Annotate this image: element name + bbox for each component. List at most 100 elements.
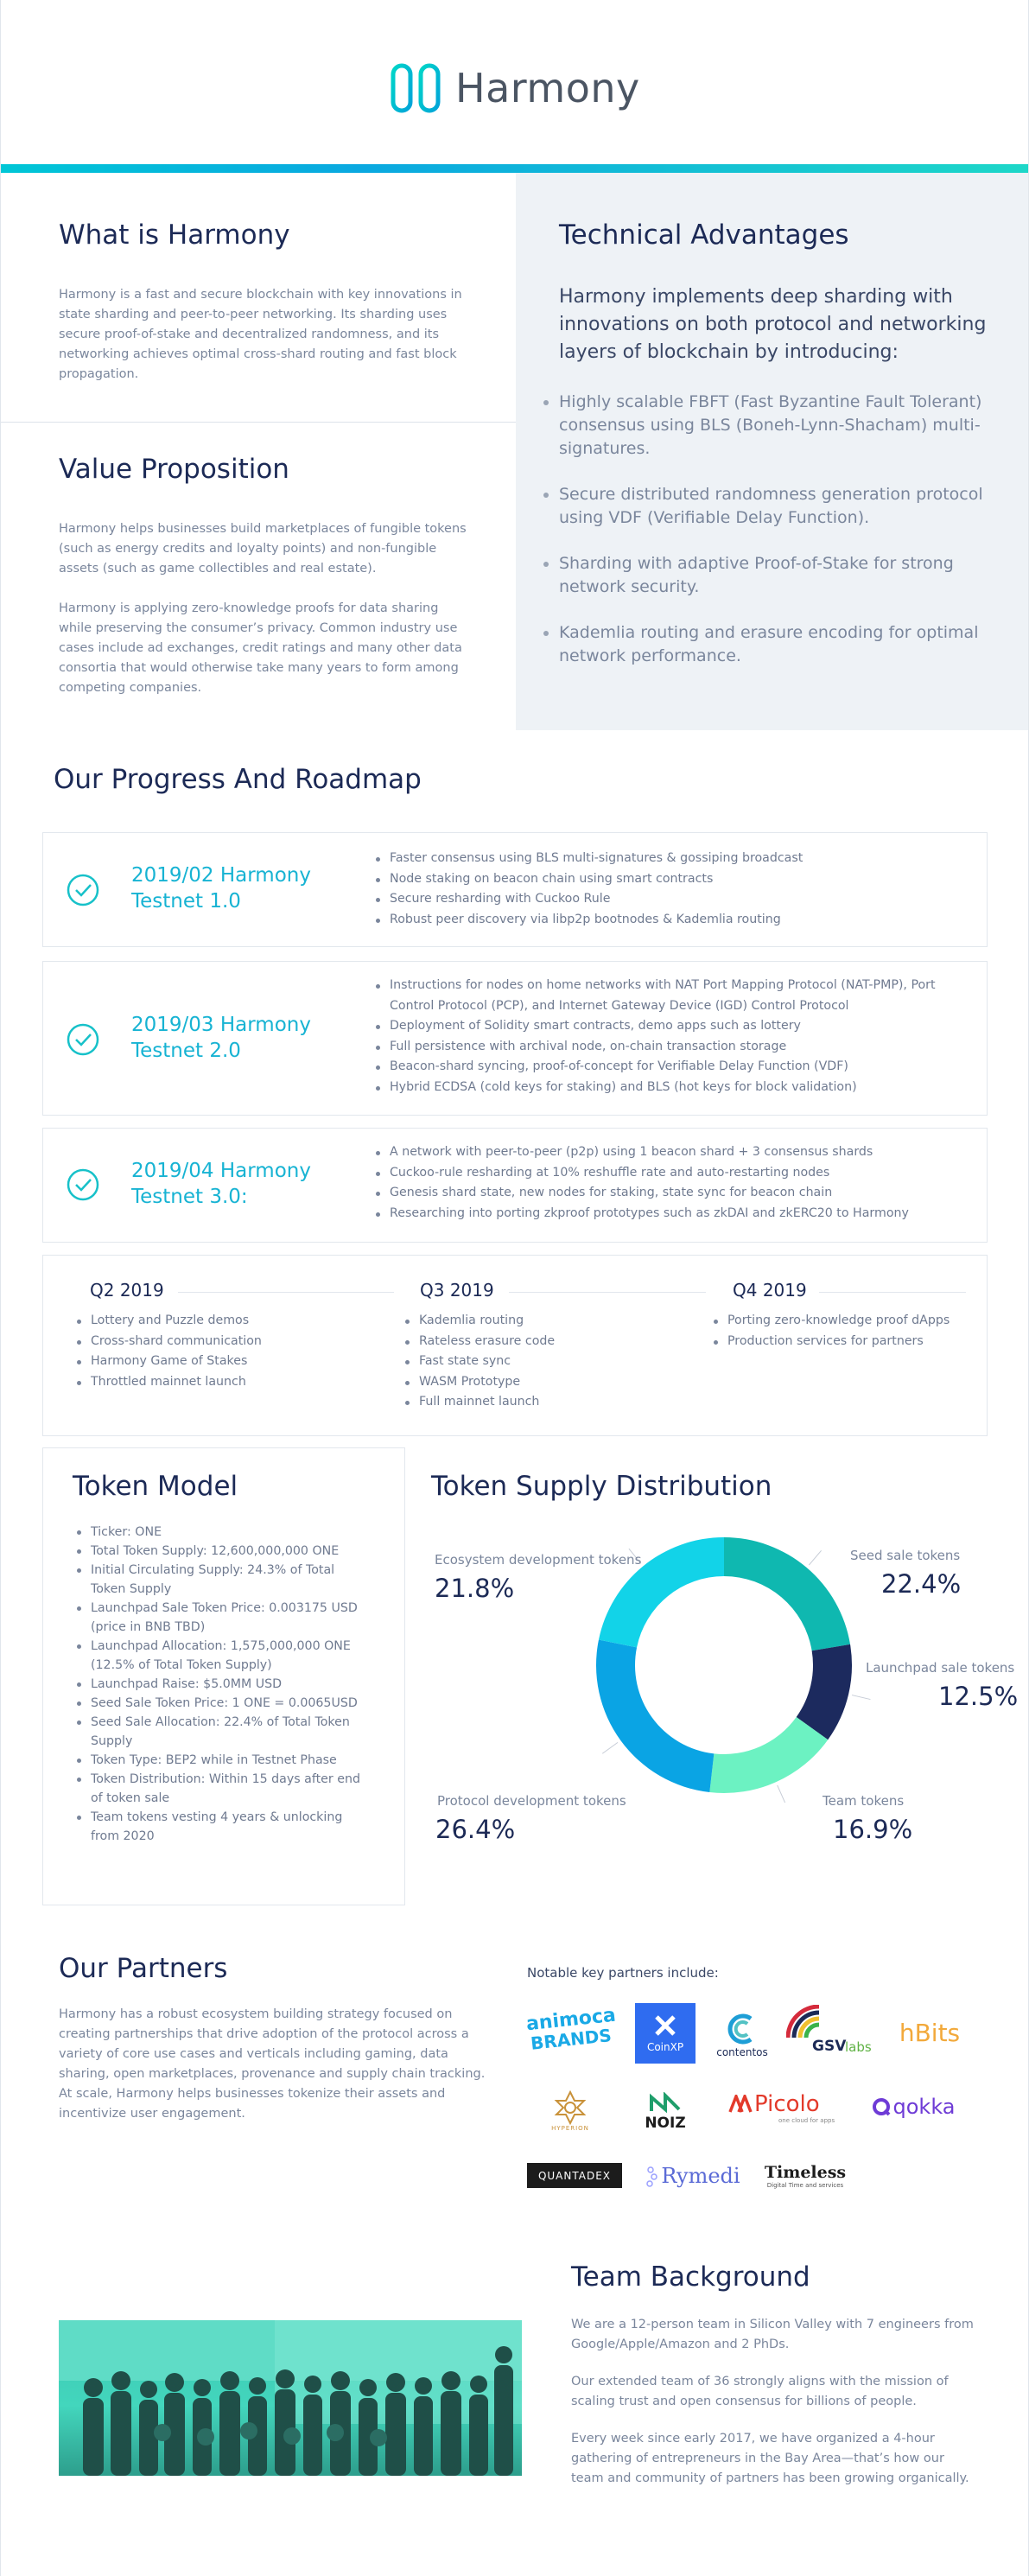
milestone-list-testnet-3: A network with peer-to-peer (p2p) using … bbox=[374, 1142, 979, 1224]
logo-text: labs bbox=[845, 2039, 872, 2055]
animoca-brands-logo: animoca BRANDS bbox=[525, 2003, 617, 2057]
notable-partners-label: Notable key partners include: bbox=[527, 1965, 719, 1981]
slice-value-protocol-development: 26.4% bbox=[435, 1815, 516, 1844]
milestone-list-testnet-1: Faster consensus using BLS multi-signatu… bbox=[374, 849, 970, 930]
picolo-logo: Picolo one cloud for apps bbox=[728, 2086, 842, 2129]
brand-name: Harmony bbox=[455, 65, 640, 111]
team-paragraph-1: We are a 12-person team in Silicon Valle… bbox=[571, 2318, 974, 2351]
milestone-name: Testnet 3.0: bbox=[131, 1186, 248, 1208]
check-circle-icon bbox=[67, 1023, 99, 1056]
list-item: Genesis shard state, new nodes for staki… bbox=[374, 1183, 979, 1204]
quarter-list-q3: Kademlia routing Rateless erasure code F… bbox=[403, 1311, 680, 1413]
milestone-list-testnet-2: Instructions for nodes on home networks … bbox=[374, 976, 944, 1097]
milestone-date: 2019/02 Harmony bbox=[131, 864, 311, 887]
milestone-title-testnet-1: 2019/02 Harmony Testnet 1.0 bbox=[131, 862, 311, 914]
list-item: Team tokens vesting 4 years & unlocking … bbox=[75, 1808, 360, 1846]
list-item: Instructions for nodes on home networks … bbox=[374, 976, 944, 1016]
list-item: Harmony Game of Stakes bbox=[75, 1352, 352, 1372]
header-accent-bar bbox=[1, 164, 1028, 173]
slice-label-team: Team tokens bbox=[823, 1793, 905, 1809]
what-is-title: What is Harmony bbox=[59, 219, 290, 251]
slice-label-launchpad-sale: Launchpad sale tokens bbox=[866, 1660, 1015, 1676]
token-model-card bbox=[42, 1447, 405, 1905]
slice-label-ecosystem-development: Ecosystem development tokens bbox=[435, 1552, 642, 1568]
logo-text: HYPERION bbox=[551, 2125, 589, 2132]
timeless-logo: Timeless Digital Time and services bbox=[761, 2157, 849, 2195]
slice-value-launchpad-sale: 12.5% bbox=[938, 1682, 1019, 1711]
logo-text: hBits bbox=[899, 2018, 961, 2047]
chart-title: Token Supply Distribution bbox=[431, 1471, 772, 1502]
milestone-title-testnet-2: 2019/03 Harmony Testnet 2.0 bbox=[131, 1012, 311, 1064]
logo-text: qokka bbox=[892, 2095, 956, 2119]
milestone-title-testnet-3: 2019/04 Harmony Testnet 3.0: bbox=[131, 1158, 311, 1210]
quarter-divider bbox=[178, 1292, 394, 1293]
list-item: Kademlia routing and erasure encoding fo… bbox=[542, 621, 1000, 668]
donut-slice-ecosystem-development-tokens bbox=[598, 1537, 724, 1648]
picolo-icon bbox=[728, 2095, 753, 2113]
list-item: A network with peer-to-peer (p2p) using … bbox=[374, 1142, 979, 1163]
hyperion-logo: HYPERION bbox=[543, 2083, 597, 2140]
list-item: WASM Prototype bbox=[403, 1372, 680, 1393]
milestone-name: Testnet 2.0 bbox=[131, 1040, 241, 1062]
list-item: Robust peer discovery via libp2p bootnod… bbox=[374, 910, 970, 931]
value-proposition-body-2: Harmony is applying zero-knowledge proof… bbox=[59, 601, 462, 695]
list-item: Kademlia routing bbox=[403, 1311, 680, 1332]
logo-tagline: one cloud for apps bbox=[778, 2117, 835, 2124]
logo-text: Timeless bbox=[764, 2163, 847, 2182]
technical-advantages-list: Highly scalable FBFT (Fast Byzantine Fau… bbox=[542, 391, 1000, 690]
list-item: Full persistence with archival node, on-… bbox=[374, 1037, 944, 1058]
donut-leader-line bbox=[851, 1695, 871, 1701]
list-item: Hybrid ECDSA (cold keys for staking) and… bbox=[374, 1078, 944, 1098]
gsv-labs-logo: GSV labs bbox=[786, 2005, 876, 2058]
donut-slice-protocol-development-tokens bbox=[596, 1639, 715, 1793]
list-item: Fast state sync bbox=[403, 1352, 680, 1372]
list-item: Deployment of Solidity smart contracts, … bbox=[374, 1016, 944, 1037]
list-item: Cuckoo-rule resharding at 10% reshuffle … bbox=[374, 1163, 979, 1184]
milestone-date: 2019/04 Harmony bbox=[131, 1160, 311, 1182]
logo-text: Picolo bbox=[754, 2091, 820, 2117]
noiz-logo: NOIZ bbox=[638, 2085, 693, 2139]
team-paragraph-3: Every week since early 2017, we have org… bbox=[571, 2432, 969, 2485]
qokka-logo: qokka bbox=[866, 2089, 961, 2124]
intro-left-column bbox=[1, 173, 516, 730]
donut-slice-seed-sale-tokens bbox=[724, 1537, 851, 1651]
list-item: Beacon-shard syncing, proof-of-concept f… bbox=[374, 1057, 944, 1078]
roadmap-title: Our Progress And Roadmap bbox=[54, 764, 422, 795]
rymedi-icon bbox=[646, 2166, 658, 2187]
hyperion-icon bbox=[554, 2090, 587, 2125]
quarter-divider bbox=[819, 1292, 966, 1293]
list-item: Launchpad Allocation: 1,575,000,000 ONE … bbox=[75, 1637, 360, 1675]
hbits-logo: hBits bbox=[886, 2011, 973, 2054]
quarter-divider bbox=[509, 1292, 706, 1293]
token-model-list: Ticker: ONE Total Token Supply: 12,600,0… bbox=[75, 1523, 360, 1846]
team-photo bbox=[59, 2320, 522, 2476]
partners-body: Harmony has a robust ecosystem building … bbox=[59, 2007, 486, 2121]
list-item: Throttled mainnet launch bbox=[75, 1372, 352, 1393]
logo-text: Rymedi bbox=[661, 2164, 740, 2188]
contentos-icon bbox=[727, 2013, 753, 2045]
list-item: Seed Sale Allocation: 22.4% of Total Tok… bbox=[75, 1713, 360, 1751]
quarter-list-q4: Porting zero-knowledge proof dApps Produ… bbox=[712, 1311, 988, 1352]
list-item: Rateless erasure code bbox=[403, 1332, 680, 1352]
milestone-name: Testnet 1.0 bbox=[131, 890, 241, 913]
qokka-icon bbox=[872, 2098, 890, 2116]
list-item: Full mainnet launch bbox=[403, 1392, 680, 1413]
list-item: Lottery and Puzzle demos bbox=[75, 1311, 352, 1332]
quantadex-logo: QUANTADEX bbox=[527, 2163, 622, 2188]
technical-advantages-lead: Harmony implements deep sharding with in… bbox=[559, 286, 987, 363]
logo-text: QUANTADEX bbox=[537, 2169, 612, 2182]
list-item: Launchpad Raise: $5.0MM USD bbox=[75, 1675, 360, 1694]
coinxp-icon bbox=[655, 2015, 676, 2036]
milestone-card-testnet-3 bbox=[42, 1128, 988, 1243]
list-item: Seed Sale Token Price: 1 ONE = 0.0065USD bbox=[75, 1694, 360, 1713]
donut-leader-line bbox=[777, 1784, 786, 1803]
list-item: Node staking on beacon chain using smart… bbox=[374, 869, 970, 890]
slice-value-team: 16.9% bbox=[833, 1815, 913, 1844]
list-item: Sharding with adaptive Proof-of-Stake fo… bbox=[542, 552, 1000, 599]
list-item: Secure distributed randomness generation… bbox=[542, 483, 1000, 530]
logo-text: GSV bbox=[812, 2038, 847, 2055]
logo-text: contentos bbox=[716, 2046, 768, 2058]
list-item: Porting zero-knowledge proof dApps bbox=[712, 1311, 988, 1332]
